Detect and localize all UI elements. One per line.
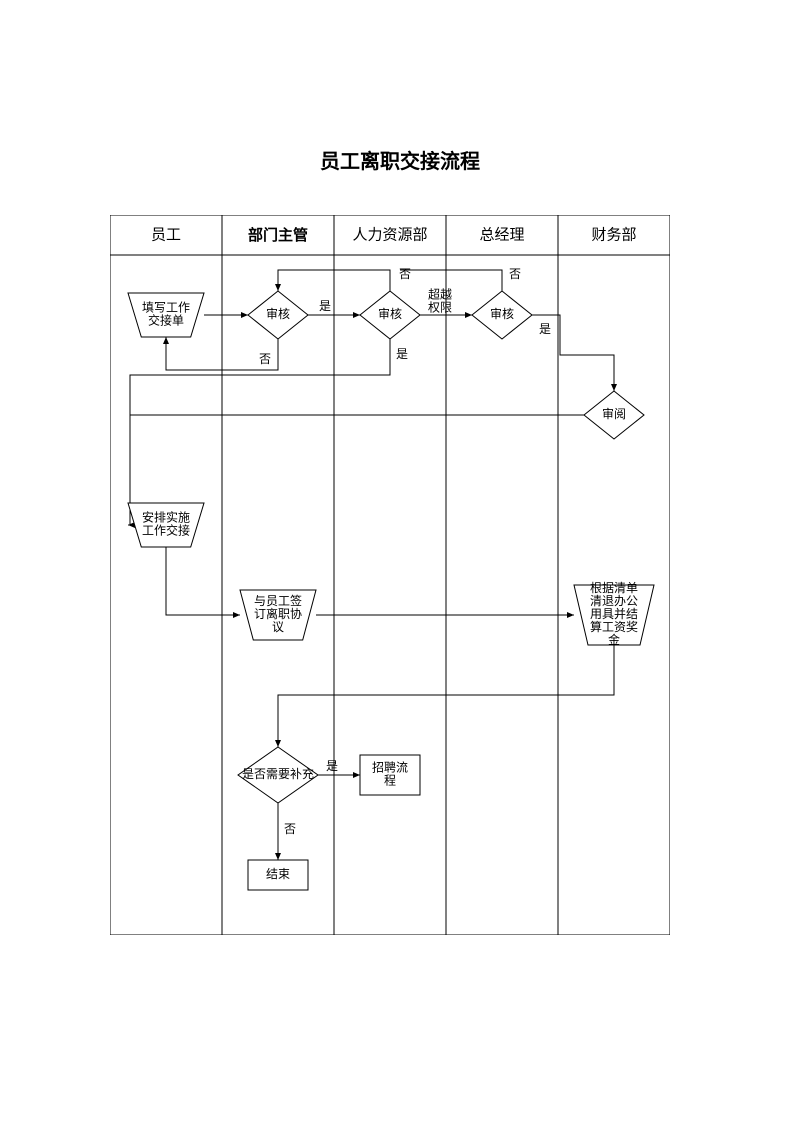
edge [128,339,390,525]
node-label: 算工资奖 [590,619,638,634]
edge-label: 超越 [428,286,452,301]
edge-label: 是 [326,759,338,773]
node-label: 结束 [266,867,290,881]
edge [166,547,240,615]
page-title: 员工离职交接流程 [0,145,800,174]
node-label: 是否需要补充 [242,766,314,781]
node-label: 交接单 [148,312,184,327]
lane-header-fin: 财务部 [591,226,636,243]
edge-label: 是 [319,299,331,313]
node-label: 订离职协 [254,606,302,621]
flowchart-container: 员工部门主管人力资源部总经理财务部是超越权限是否否否是是否填写工作交接单审核审核… [110,215,670,935]
page: 员工离职交接流程 员工部门主管人力资源部总经理财务部是超越权限是否否否是是否填写… [0,0,800,1131]
lane-header-hr: 人力资源部 [352,226,427,243]
edge-label: 否 [259,352,271,366]
node-label: 议 [272,620,284,634]
node-label: 审阅 [602,406,626,421]
lane-header-emp: 员工 [151,227,181,243]
lane-header-mgr: 部门主管 [248,226,308,244]
node-label: 与员工签 [254,593,302,608]
node-label: 安排实施 [142,509,190,524]
edge-label: 是 [396,347,408,361]
node-label: 用具并结 [590,607,638,621]
node-label: 招聘流 [372,760,408,774]
node-label: 清退办公 [590,593,638,608]
edge-label: 是 [539,322,551,336]
edge-label: 权限 [428,300,452,314]
edge-label: 否 [284,822,296,836]
node-label: 填写工作 [142,300,190,314]
flowchart-svg: 员工部门主管人力资源部总经理财务部是超越权限是否否否是是否填写工作交接单审核审核… [110,215,670,935]
node-label: 审核 [490,306,514,321]
node-label: 根据清单 [590,581,638,595]
node-label: 工作交接 [142,522,190,537]
node-label: 金 [608,632,620,647]
node-label: 程 [384,772,396,787]
lane-header-gm: 总经理 [479,226,524,243]
node-label: 审核 [266,306,290,321]
edge-label: 否 [399,267,411,281]
node-label: 审核 [378,306,402,321]
edge-label: 否 [509,267,521,281]
